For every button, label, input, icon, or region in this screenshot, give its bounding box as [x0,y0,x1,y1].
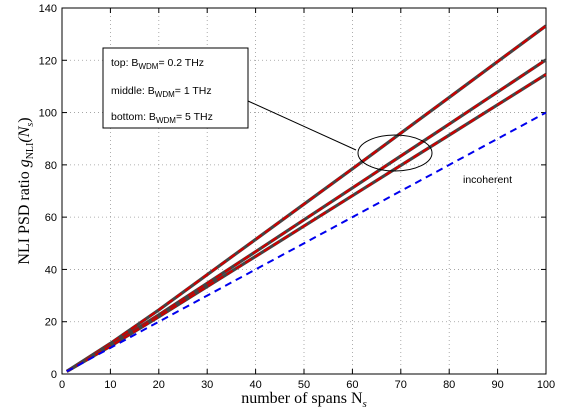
legend-line-middle: middle: BWDM= 1 THz [111,85,212,99]
y-tick-label: 100 [39,108,57,120]
legend-bottom-sub: WDM [156,116,176,125]
x-axis-label: number of spans Ns [241,390,367,410]
y-tick-label: 0 [51,369,57,381]
y-axis-label-suffix-sub: s [25,123,36,127]
legend-line-bottom: bottom: BWDM= 5 THz [111,111,213,125]
axis-ticks: 0 10 20 30 40 50 60 70 80 90 100 0 20 40 60 80 100 120 140 [39,3,556,391]
y-tick-label: 80 [45,160,57,172]
y-axis-label-text: NLI PSD ratio [16,167,33,264]
y-tick-label: 40 [45,264,57,276]
x-tick-label: 40 [249,379,261,391]
y-tick-label: 120 [39,55,57,67]
y-axis-label-suffix: (N [16,125,33,142]
y-tick-label: 20 [45,317,57,329]
x-tick-label: 20 [153,379,165,391]
curve-group-ellipse [357,134,433,172]
legend-line-top: top: BWDM= 0.2 THz [111,57,204,71]
incoherent-label: incoherent [463,174,512,186]
legend-box [102,47,249,129]
series-line-0 [65,24,547,373]
y-axis-label: NLI PSD ratio gNLI(Ns) [16,117,36,264]
legend-middle-suffix: = 1 THz [175,85,212,97]
x-tick-label: 30 [201,379,213,391]
x-tick-label: 70 [395,379,407,391]
legend-bottom-prefix: bottom: B [111,111,156,123]
x-tick-label: 50 [298,379,310,391]
series-line-incoherent [66,111,547,373]
series-line-overlay-2 [66,73,547,373]
legend-bottom-suffix: = 5 THz [176,111,213,123]
x-tick-label: 100 [537,379,555,391]
x-tick-label: 90 [491,379,503,391]
data-series [65,24,547,373]
legend-top-sub: WDM [138,62,158,71]
y-tick-label: 60 [45,212,57,224]
y-tick-label: 140 [39,3,57,15]
y-axis-label-math: g [16,159,33,167]
x-tick-label: 0 [59,379,65,391]
x-tick-label: 10 [104,379,116,391]
y-axis-label-close: ) [16,117,33,122]
x-axis-label-text: number of spans N [241,390,363,407]
y-axis-label-sub: NLI [25,143,36,160]
x-tick-label: 80 [443,379,455,391]
x-axis-label-sub: s [363,398,367,410]
legend-top-prefix: top: B [111,57,138,69]
legend-top-suffix: = 0.2 THz [158,57,204,69]
legend-pointer-line [247,100,357,151]
legend-annotation: top: BWDM= 0.2 THz middle: BWDM= 1 THz b… [102,47,433,172]
legend-middle-sub: WDM [155,90,175,99]
x-tick-label: 60 [346,379,358,391]
legend-middle-prefix: middle: B [111,85,155,97]
